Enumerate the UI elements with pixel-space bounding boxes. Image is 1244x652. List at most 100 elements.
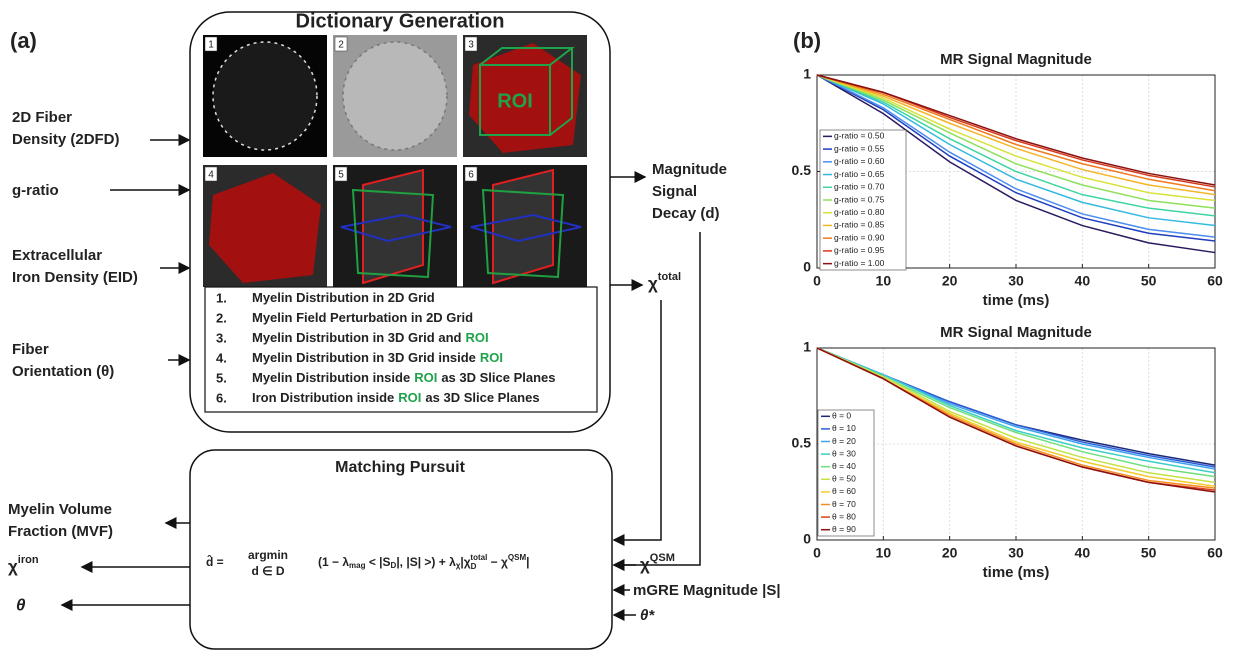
legend-label: θ = 90 — [832, 524, 856, 534]
roi-cube — [479, 64, 551, 136]
formula-body: (1 − λmag < |SD|, |S| >) + λχ|χDtotal − … — [318, 553, 529, 571]
step-number: 1. — [216, 290, 227, 305]
legend-label: g-ratio = 0.80 — [834, 207, 885, 217]
series-line — [816, 74, 1216, 186]
step-label: Myelin Distribution in 3D Grid and — [252, 330, 462, 345]
step-text: Myelin Distribution in 2D Grid — [252, 290, 435, 305]
x-tick-label: 60 — [1207, 273, 1223, 289]
legend-label: g-ratio = 0.95 — [834, 245, 885, 255]
step-label: Myelin Field Perturbation in 2D Grid — [252, 310, 473, 325]
formula-part: − χ — [487, 555, 508, 569]
step-text: Myelin Distribution in 3D Grid and ROI — [252, 330, 489, 345]
tile-number: 6 — [468, 170, 474, 181]
tile-shape — [469, 43, 581, 153]
step-text: Myelin Field Perturbation in 2D Grid — [252, 310, 473, 325]
slice — [470, 213, 582, 243]
input-label: 2D Fiber — [12, 109, 72, 126]
superscript: iron — [18, 554, 39, 566]
x-axis-label: time (ms) — [983, 292, 1050, 309]
step-number: 2. — [216, 310, 227, 325]
formula-sub: mag — [349, 561, 366, 570]
tile-number-box — [204, 166, 218, 182]
inputs: 2D Fiber Density (2DFD) g-ratio Extracellul… — [12, 109, 138, 380]
step-roi: ROI — [398, 390, 421, 405]
slice — [481, 188, 565, 279]
y-tick-label: 0.5 — [792, 435, 812, 451]
x-tick-label: 30 — [1008, 273, 1024, 289]
tile-number: 2 — [338, 40, 344, 51]
superscript: total — [658, 271, 681, 283]
formula-part: |χ — [460, 555, 470, 569]
output-label: Decay (d) — [652, 205, 720, 222]
series-line — [816, 74, 1216, 192]
y-tick-label: 0 — [803, 259, 811, 275]
tile-number-box — [204, 36, 218, 52]
legend-label: θ = 70 — [832, 499, 856, 509]
output-label: Signal — [652, 183, 697, 200]
legend-label: g-ratio = 0.55 — [834, 143, 885, 153]
x-axis-label: time (ms) — [983, 564, 1050, 581]
chi-total: χtotal — [648, 271, 681, 294]
x-tick-label: 50 — [1141, 273, 1157, 289]
x-tick-label: 40 — [1075, 273, 1091, 289]
legend-label: θ = 60 — [832, 486, 856, 496]
legend-label: θ = 30 — [832, 448, 856, 458]
arrow — [612, 300, 662, 546]
series-line — [816, 347, 1216, 484]
step-text: Iron Distribution inside ROI as 3D Slice P… — [252, 390, 540, 405]
step-rest: as 3D Slice Planes — [425, 390, 539, 405]
x-tick-label: 30 — [1008, 545, 1024, 561]
step-number: 3. — [216, 330, 227, 345]
formula-op: argmin — [248, 548, 288, 562]
formula-part: < |S — [365, 555, 390, 569]
series-line — [816, 74, 1216, 227]
step-label: Myelin Distribution in 2D Grid — [252, 290, 435, 305]
formula-lhs: d̂ = — [206, 554, 224, 569]
tile-number: 5 — [338, 170, 344, 181]
series-line — [816, 74, 1216, 217]
tile-number: 3 — [468, 40, 474, 51]
tile-number: 1 — [208, 40, 214, 51]
legend-label: g-ratio = 0.60 — [834, 156, 885, 166]
y-tick-label: 1 — [803, 339, 811, 355]
symbol: χ — [640, 555, 650, 574]
formula-sub: D — [471, 562, 477, 571]
x-tick-label: 10 — [876, 545, 892, 561]
superscript: QSM — [650, 552, 675, 564]
tile-group: 1 2 3 4 5 6 ROI — [203, 35, 587, 287]
formula-part: |, |S| >) + λ — [396, 555, 456, 569]
steps: 1. Myelin Distribution in 2D Grid 2. Myelin… — [216, 290, 556, 405]
series-line — [816, 74, 1216, 242]
mvf-output: Myelin Volume Fraction (MVF) — [8, 501, 113, 540]
step-label: Myelin Distribution inside — [252, 370, 410, 385]
tile-number-box — [464, 36, 478, 52]
legend-label: g-ratio = 1.00 — [834, 258, 885, 268]
step-roi: ROI — [465, 330, 488, 345]
legend-label: g-ratio = 0.75 — [834, 194, 885, 204]
panel-label: (a) — [10, 28, 37, 53]
y-tick-label: 0 — [803, 531, 811, 547]
x-tick-label: 40 — [1075, 545, 1091, 561]
output-label: Magnitude — [652, 161, 727, 178]
x-tick-label: 20 — [942, 273, 958, 289]
slice — [340, 213, 452, 243]
input-label: Density (2DFD) — [12, 131, 120, 148]
symbol: χ — [648, 274, 658, 293]
output-label: Fraction (MVF) — [8, 523, 113, 540]
dictionary-box — [189, 11, 611, 433]
output-label: Myelin Volume — [8, 501, 112, 518]
step-number: 4. — [216, 350, 227, 365]
step-rest: as 3D Slice Planes — [441, 370, 555, 385]
x-tick-label: 50 — [1141, 545, 1157, 561]
mgre-input: mGRE Magnitude |S| — [633, 582, 781, 599]
theta-output: θ — [16, 595, 26, 614]
tile-shape — [212, 41, 318, 151]
tile-number-box — [464, 166, 478, 182]
steps-box — [204, 286, 598, 413]
step-label: Myelin Distribution in 3D Grid inside — [252, 350, 476, 365]
panel-label: (b) — [793, 28, 821, 53]
chart-title: MR Signal Magnitude — [940, 51, 1092, 68]
formula-sup: total — [470, 553, 487, 562]
